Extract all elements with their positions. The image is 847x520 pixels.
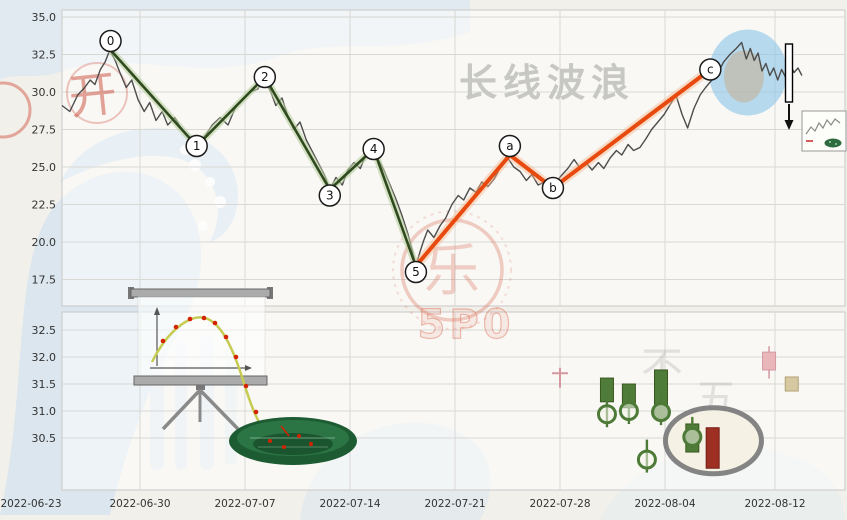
wave-label: 5 <box>412 265 420 279</box>
disc-dot <box>297 434 301 438</box>
wave-label: 3 <box>326 189 334 203</box>
y-axis-label: 30.0 <box>32 86 57 99</box>
red-stamp-character: 开 <box>66 66 120 127</box>
y-axis-label: 35.0 <box>32 11 57 24</box>
y-axis-label: 32.5 <box>32 49 57 62</box>
wave-label: 2 <box>261 70 269 84</box>
wave-chart-canvas: 开 乐 5P0 不 五 长线波浪 012345abc <box>0 0 847 520</box>
wave-label: 0 <box>107 34 115 48</box>
x-axis-label: 2022-07-14 <box>319 498 380 510</box>
candlestick <box>763 352 776 370</box>
red-seal-letters: 5P0 <box>418 302 515 348</box>
y-axis-label: 30.5 <box>32 432 57 445</box>
curve-point <box>213 321 218 326</box>
y-axis-label: 22.5 <box>32 199 57 212</box>
curve-point <box>161 339 166 344</box>
x-axis-label: 2022-07-28 <box>529 498 590 510</box>
wave-label: b <box>549 181 557 195</box>
x-axis-label: 2022-08-04 <box>634 498 695 510</box>
circle-marker <box>638 451 655 468</box>
x-axis-label: 2022-08-12 <box>744 498 805 510</box>
red-stamp-circle-left <box>0 83 30 137</box>
x-axis-label: 2022-07-21 <box>424 498 485 510</box>
tripod-mount <box>196 385 205 390</box>
curve-point <box>224 335 229 340</box>
highlight-inner-shade <box>724 51 764 103</box>
elliott-wave-chart-root: 开 乐 5P0 不 五 长线波浪 012345abc <box>0 0 847 520</box>
circle-marker <box>684 428 701 445</box>
inset-disc-dot <box>835 143 837 145</box>
y-axis-label: 31.5 <box>32 378 57 391</box>
circle-marker <box>598 406 615 423</box>
y-axis-label: 32.5 <box>32 324 57 337</box>
y-axis-label: 31.0 <box>32 405 57 418</box>
y-axis-label: 27.5 <box>32 124 57 137</box>
disc-dot <box>309 442 313 446</box>
curve-point <box>254 410 259 415</box>
wave-label: c <box>707 63 714 77</box>
screen-top-bar <box>131 289 270 297</box>
circle-marker <box>620 403 637 420</box>
curve-point <box>244 384 249 389</box>
curve-point <box>234 355 239 360</box>
curve-point <box>188 317 193 322</box>
green-disc-shadow <box>253 433 333 455</box>
inset-disc-dot <box>829 141 831 143</box>
watermark-title: 长线波浪 <box>459 61 635 105</box>
y-axis-label: 17.5 <box>32 274 57 287</box>
candlestick <box>706 428 719 469</box>
screen-bottom-bar <box>134 376 267 385</box>
y-axis-label: 20.0 <box>32 236 57 249</box>
wave-label: 1 <box>193 139 201 153</box>
x-axis-label: 2022-06-23 <box>0 498 61 510</box>
x-axis-label: 2022-06-30 <box>109 498 170 510</box>
circle-marker <box>652 404 669 421</box>
curve-point <box>202 316 207 321</box>
wave-label: 4 <box>370 142 378 156</box>
flag-bar <box>786 44 793 102</box>
curve-point <box>174 325 179 330</box>
wave-label: a <box>506 139 513 153</box>
disc-dot <box>282 445 286 449</box>
y-axis-label: 25.0 <box>32 161 57 174</box>
disc-dot <box>268 439 272 443</box>
candlestick <box>785 377 798 391</box>
y-axis-label: 32.0 <box>32 351 57 364</box>
x-axis-label: 2022-07-07 <box>214 498 275 510</box>
inset-mini-disc <box>825 139 842 148</box>
